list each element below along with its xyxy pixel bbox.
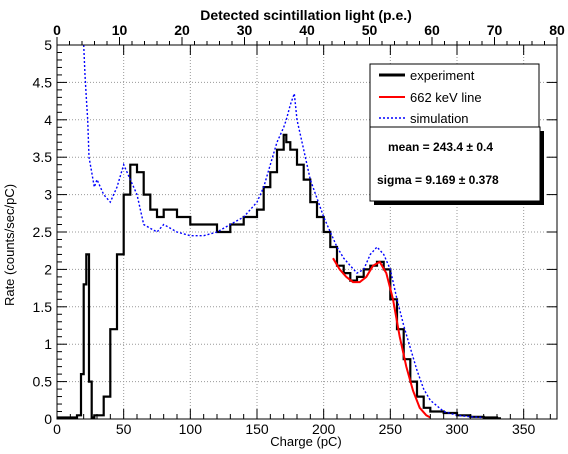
x-tick-label: 200 <box>312 421 336 437</box>
y-tick-label: 0 <box>44 411 52 427</box>
x-tick-label: 250 <box>379 421 403 437</box>
top-axis-title: Detected scintillation light (p.e.) <box>200 7 412 23</box>
y-tick-label: 3 <box>44 187 52 203</box>
label-layer: 0 50 100 150 200 250 300 35000.511.522.533.544.… <box>33 22 565 437</box>
stats-sigma-error: ± 0.378 <box>459 173 499 187</box>
top-tick-label: 30 <box>237 22 253 38</box>
x-tick-label: 350 <box>512 421 536 437</box>
stats-sigma: sigma = 9.169 ± 0.378 <box>377 173 499 187</box>
y-tick-label: 3.5 <box>33 149 53 165</box>
stats-mean-error: ± 0.4 <box>466 140 493 154</box>
series-line-2 <box>83 44 484 419</box>
top-tick-label: 0 <box>53 22 61 38</box>
y-tick-label: 0.5 <box>33 374 53 390</box>
top-tick-label: 10 <box>112 22 128 38</box>
y-tick-label: 4.5 <box>33 74 53 90</box>
series-layer <box>57 44 501 420</box>
x-tick-label: 50 <box>116 421 132 437</box>
x-axis-title: Charge (pC) <box>270 434 342 449</box>
tick-layer <box>56 37 558 420</box>
x-tick-label: 150 <box>245 421 269 437</box>
y-axis-title: Rate (counts/sec/pC) <box>2 184 17 306</box>
stats-mean-value: mean = 243.4 <box>388 140 463 154</box>
x-tick-label: 300 <box>445 421 469 437</box>
stats-box: mean = 243.4 ± 0.4 sigma = 9.169 ± 0.378 <box>369 126 544 205</box>
top-tick-label: 40 <box>299 22 315 38</box>
legend: experiment 662 keV line simulation <box>369 63 540 129</box>
series-line-1 <box>332 257 431 419</box>
stats-sigma-value: sigma = 9.169 <box>377 173 456 187</box>
legend-label-experiment: experiment <box>410 68 475 83</box>
y-tick-label: 5 <box>44 37 52 53</box>
y-tick-label: 1.5 <box>33 299 53 315</box>
top-tick-label: 80 <box>549 22 565 38</box>
top-tick-label: 20 <box>174 22 190 38</box>
top-tick-label: 50 <box>362 22 378 38</box>
x-tick-label: 0 <box>53 421 61 437</box>
y-tick-label: 1 <box>44 336 52 352</box>
legend-label-662-kev: 662 keV line <box>410 90 482 105</box>
y-tick-label: 2.5 <box>33 224 53 240</box>
x-tick-label: 100 <box>179 421 203 437</box>
stats-box-frame <box>369 126 541 202</box>
y-tick-label: 4 <box>44 112 52 128</box>
top-tick-label: 70 <box>487 22 503 38</box>
legend-label-simulation: simulation <box>410 111 469 126</box>
y-tick-label: 2 <box>44 261 52 277</box>
stats-mean: mean = 243.4 ± 0.4 <box>388 140 493 154</box>
top-tick-label: 60 <box>424 22 440 38</box>
